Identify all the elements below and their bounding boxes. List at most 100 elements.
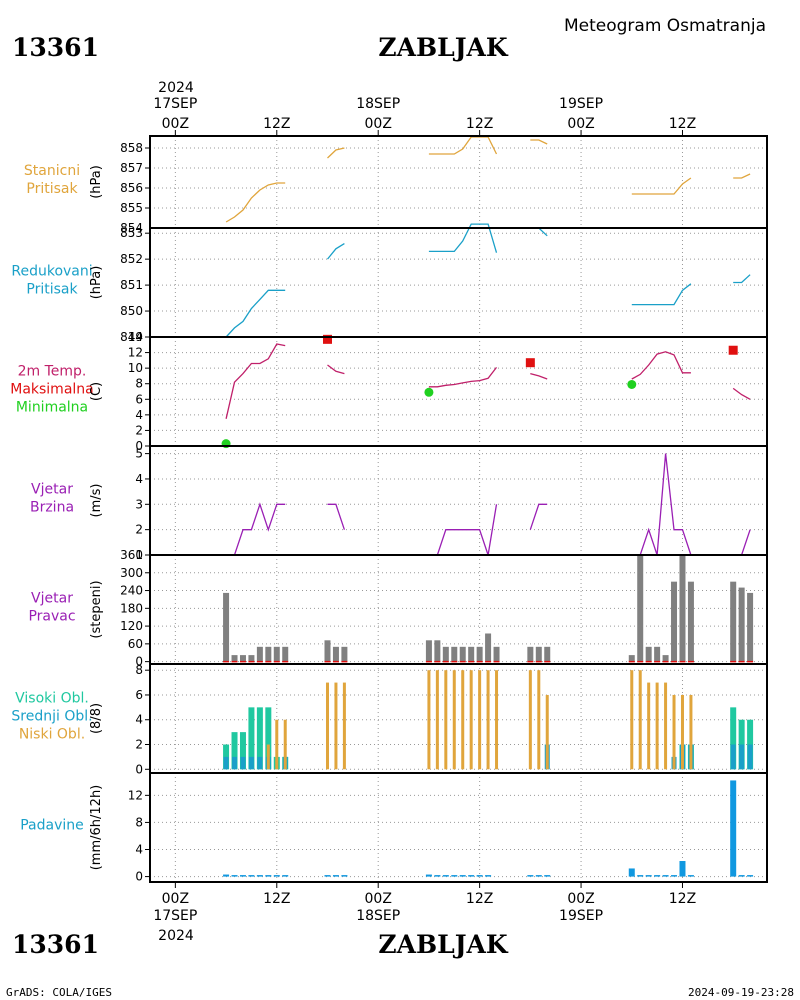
precip-bar: [434, 875, 441, 877]
series-line: [530, 139, 548, 145]
precip-bar: [442, 875, 449, 877]
y-tick-label: 12: [128, 346, 143, 360]
precip-bar: [535, 875, 542, 877]
precip-bar: [265, 875, 272, 877]
y-tick-label: 2: [135, 738, 143, 752]
y-tick-label: 8: [135, 377, 143, 391]
bottom-hour-label: 00Z: [567, 891, 594, 907]
panel-label: Maksimalna: [10, 382, 94, 398]
series-line: [428, 223, 498, 253]
bottom-year-label: 2024: [158, 928, 194, 944]
panel-frame: [149, 135, 768, 229]
y-axis-label: (mm/6h/12h): [89, 785, 104, 871]
bottom-day-label: 18SEP: [356, 908, 400, 924]
series-line: [225, 343, 286, 419]
bottom-hour-label: 12Z: [263, 891, 290, 907]
top-day-label: 19SEP: [559, 96, 603, 112]
cloud-bar: [239, 732, 246, 770]
wind-direction-bar: [485, 633, 492, 662]
top-hour-label: 00Z: [162, 116, 189, 132]
precip-bar: [527, 875, 534, 877]
cloud-bar: [478, 670, 482, 770]
bottom-hour-label: 00Z: [365, 891, 392, 907]
precip-bar: [662, 875, 669, 877]
y-tick-label: 6: [135, 688, 143, 702]
station-id-top: 13361: [12, 33, 99, 62]
y-tick-label: 120: [120, 619, 143, 633]
y-tick-label: 240: [120, 584, 143, 598]
series-line: [226, 502, 286, 556]
wind-direction-bar: [442, 646, 449, 662]
precip-bar: [645, 875, 652, 877]
wind-direction-bar: [451, 646, 458, 662]
series-line: [733, 529, 751, 556]
y-tick-label: 360: [120, 548, 143, 562]
precip-bar: [459, 875, 466, 877]
wind-direction-bar: [535, 646, 542, 662]
wind-direction-bar: [223, 592, 230, 662]
precip-bar: [273, 875, 280, 877]
wind-direction-bar: [273, 646, 280, 662]
wind-direction-bar: [425, 640, 432, 662]
wind-direction-bar: [324, 640, 331, 662]
top-hour-label: 12Z: [263, 116, 290, 132]
y-axis-label: (m/s): [89, 484, 104, 518]
panel-label: Vjetar: [31, 482, 73, 498]
y-tick-label: 0: [135, 870, 143, 884]
y-tick-label: 4: [135, 408, 143, 422]
wind-direction-bar: [671, 581, 678, 662]
y-tick-label: 851: [120, 278, 143, 292]
precip-bar: [544, 875, 551, 877]
y-tick-label: 855: [120, 201, 143, 215]
y-tick-label: 8: [135, 663, 143, 677]
precip-bar: [341, 875, 348, 877]
precip-bar: [324, 875, 331, 877]
cloud-bar: [461, 670, 465, 770]
cloud-bar: [730, 707, 737, 770]
panel-oblacnost: 0 2 4 6 8 Visoki Obl. Srednji Obl. Niski Obl.(8…: [11, 663, 768, 776]
bottom-hour-label: 00Z: [162, 891, 189, 907]
cloud-bar: [427, 670, 431, 770]
precip-bar: [738, 875, 745, 877]
series-line: [733, 274, 751, 284]
precip-bar: [451, 875, 458, 877]
cloud-bar: [739, 744, 745, 770]
panel-frame: [149, 336, 768, 447]
cloud-bar: [630, 670, 634, 770]
precip-bar: [628, 868, 635, 877]
panel-redukovani: 849 850 851 852 853 Redukovani Pritisak (hPa): [11, 223, 768, 344]
y-tick-label: 5: [135, 447, 143, 461]
wind-direction-bar: [687, 581, 694, 662]
wind-direction-bar: [628, 655, 635, 662]
wind-direction-bar: [662, 655, 669, 662]
bottom-hour-label: 12Z: [669, 891, 696, 907]
cloud-bar: [435, 670, 439, 770]
wind-direction-bar: [527, 646, 534, 662]
top-year-label: 2024: [158, 80, 194, 96]
wind-direction-bar: [282, 646, 289, 662]
cloud-bar: [266, 744, 270, 770]
wind-direction-bar: [248, 655, 255, 662]
station-name-bottom: ZABLJAK: [378, 930, 509, 959]
cloud-bar: [256, 707, 263, 770]
y-tick-label: 0: [135, 762, 143, 776]
y-tick-label: 8: [135, 815, 143, 829]
y-tick-label: 854: [120, 221, 143, 235]
cloud-bar: [223, 756, 229, 770]
wind-direction-bar: [231, 655, 238, 662]
series-line: [732, 387, 751, 400]
wind-direction-bar: [341, 646, 348, 662]
panel-label: Minimalna: [16, 400, 88, 416]
precip-bar: [231, 875, 238, 877]
grads-credit: GrADS: COLA/IGES: [6, 986, 112, 999]
max-temp-marker: [322, 334, 332, 344]
wind-direction-bar: [654, 646, 661, 662]
precip-bar: [332, 875, 339, 877]
y-tick-label: 2: [135, 423, 143, 437]
top-hour-label: 00Z: [567, 116, 594, 132]
precip-bar: [637, 875, 644, 877]
panel-label: Brzina: [30, 500, 74, 516]
precip-bar: [747, 875, 754, 877]
panel-vjetar_pravac: 0 60 120 180 240 300 360 Vjetar Pravac (stepeni): [28, 548, 768, 669]
